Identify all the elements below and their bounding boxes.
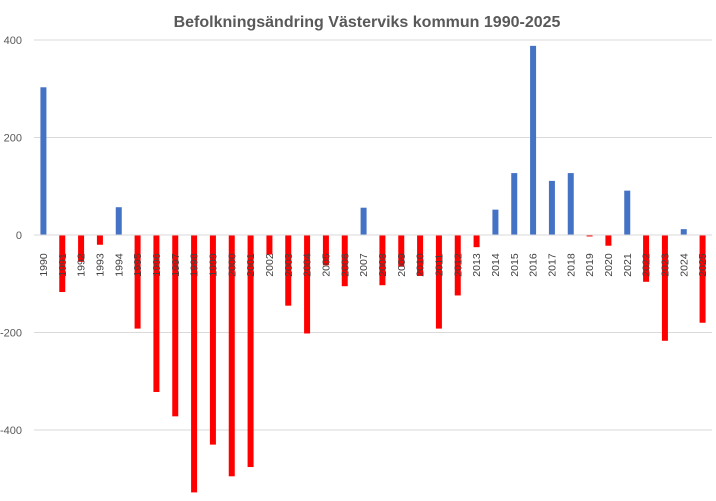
- x-tick-label: 2006: [339, 253, 351, 277]
- x-tick-label: 2008: [377, 253, 389, 277]
- bar-1996: [153, 235, 160, 392]
- x-tick-label: 2013: [471, 253, 483, 277]
- x-tick-label: 2000: [226, 253, 238, 277]
- bar-1994: [115, 207, 122, 235]
- x-tick-label: 2024: [678, 253, 690, 277]
- bar-1995: [134, 235, 141, 329]
- x-tick-label: 2003: [283, 253, 295, 277]
- x-tick-label: 2010: [415, 253, 427, 277]
- x-tick-label: 2021: [622, 253, 634, 277]
- bar-2021: [624, 190, 631, 235]
- bars: [40, 45, 706, 493]
- bar-1991: [59, 235, 66, 293]
- bar-1993: [96, 235, 103, 245]
- x-tick-label: 2017: [546, 253, 558, 277]
- y-tick-label: 200: [4, 133, 22, 145]
- bar-1998: [191, 235, 198, 493]
- x-tick-label: 2022: [641, 253, 653, 277]
- x-tick-label: 1990: [38, 253, 50, 277]
- x-tick-label: 2011: [433, 254, 445, 277]
- bar-2012: [454, 235, 461, 296]
- bar-2006: [341, 235, 348, 287]
- bar-1997: [172, 235, 179, 417]
- bar-2011: [435, 235, 442, 329]
- bar-2025: [699, 235, 706, 323]
- x-tick-label: 2007: [358, 253, 370, 277]
- x-tick-label: 2002: [264, 253, 276, 277]
- x-tick-label: 2018: [565, 253, 577, 277]
- bar-2015: [511, 173, 518, 235]
- bar-2009: [398, 235, 405, 267]
- bar-2016: [530, 45, 537, 235]
- gridlines: [34, 39, 712, 431]
- x-tick-label: 2020: [603, 253, 615, 277]
- bar-2023: [661, 235, 668, 341]
- bar-1999: [209, 235, 216, 445]
- bar-2003: [285, 235, 292, 306]
- y-axis-ticks: 400 200 0 -200 -400: [0, 35, 22, 437]
- bar-2014: [492, 209, 499, 235]
- x-tick-label: 1992: [76, 253, 88, 277]
- y-tick-label: -400: [0, 425, 22, 437]
- x-tick-label: 2012: [452, 253, 464, 277]
- bar-2013: [473, 235, 480, 248]
- x-tick-label: 1999: [207, 253, 219, 277]
- y-tick-label: 0: [16, 230, 22, 242]
- x-tick-label: 1993: [94, 253, 106, 277]
- bar-2007: [360, 207, 367, 235]
- x-tick-label: 2023: [659, 253, 671, 277]
- x-tick-label: 2019: [584, 253, 596, 277]
- x-tick-label: 1998: [189, 253, 201, 277]
- bar-2024: [680, 229, 687, 235]
- bar-1992: [78, 235, 85, 262]
- x-tick-label: 1991: [57, 253, 69, 277]
- chart-title: Befolkningsändring Västerviks kommun 199…: [174, 14, 561, 31]
- x-tick-label: 2015: [509, 253, 521, 277]
- x-tick-label: 2004: [302, 253, 314, 277]
- bar-2022: [643, 235, 650, 282]
- bar-2017: [548, 180, 555, 235]
- bar-2018: [567, 173, 574, 235]
- bar-2004: [304, 235, 311, 334]
- x-tick-label: 1994: [113, 253, 125, 277]
- x-tick-label: 1995: [132, 253, 144, 277]
- x-tick-label: 2014: [490, 253, 502, 277]
- bar-2002: [266, 235, 273, 255]
- bar-2005: [322, 235, 329, 266]
- x-tick-label: 1997: [170, 253, 182, 277]
- bar-2008: [379, 235, 386, 286]
- y-tick-label: -200: [0, 328, 22, 340]
- y-tick-label: 400: [4, 35, 22, 47]
- x-tick-label: 2016: [528, 253, 540, 277]
- x-tick-label: 2025: [697, 253, 709, 277]
- x-tick-label: 1996: [151, 253, 163, 277]
- bar-2001: [247, 235, 254, 468]
- bar-2010: [417, 235, 424, 276]
- x-tick-label: 2005: [320, 253, 332, 277]
- bar-2020: [605, 235, 612, 246]
- bar-2019: [586, 235, 593, 237]
- bar-1990: [40, 87, 47, 235]
- x-axis-labels: 1990 1991 1992 1993 1994 1995 1996 1997 1998 1999…: [38, 253, 709, 277]
- x-tick-label: 2009: [396, 253, 408, 277]
- x-tick-label: 2001: [245, 253, 257, 277]
- bar-2000: [228, 235, 235, 477]
